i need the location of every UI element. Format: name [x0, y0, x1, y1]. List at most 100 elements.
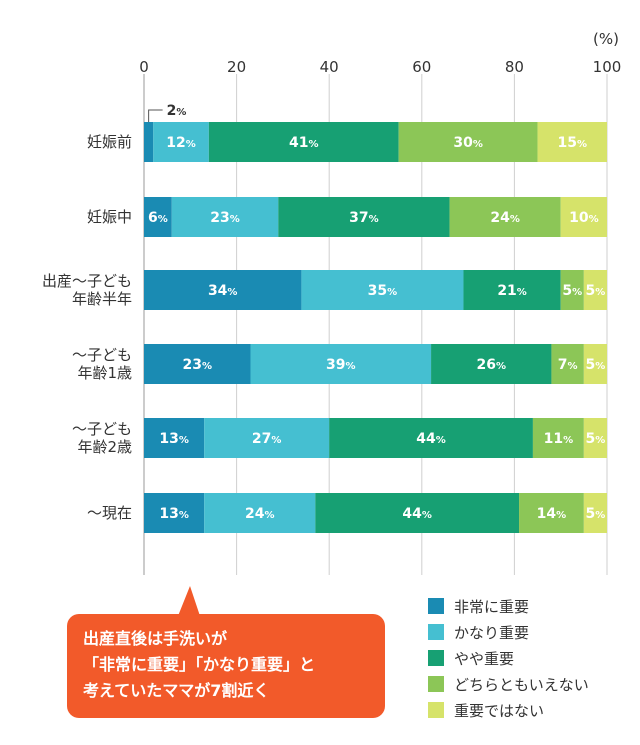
- legend-label: かなり重要: [454, 623, 530, 642]
- data-label: 5%: [586, 506, 606, 522]
- legend-item: どちらともいえない: [428, 671, 589, 697]
- callout-line-3: 考えていたママが7割近く: [83, 681, 270, 700]
- bar-segment: [519, 493, 584, 533]
- legend-item: やや重要: [428, 645, 589, 671]
- x-tick-labels: 0 20 40 60 80 100: [139, 58, 621, 76]
- data-label: 14%: [537, 506, 567, 522]
- data-label: 15%: [558, 135, 588, 151]
- category-label: 妊娠前: [87, 133, 132, 151]
- category-label: 妊娠中: [87, 208, 132, 226]
- bar-segment: [144, 344, 251, 384]
- unit-label: (%): [593, 30, 619, 48]
- bar-segment: [560, 197, 607, 237]
- data-label: 24%: [490, 210, 520, 226]
- bar-segment: [144, 270, 302, 310]
- data-label: 23%: [182, 357, 212, 373]
- legend-swatch: [428, 702, 444, 718]
- bar-segment: [204, 493, 316, 533]
- legend-swatch: [428, 624, 444, 640]
- callout-line-1: 出産直後は手洗いが: [83, 629, 228, 648]
- bar-segment: [144, 197, 172, 237]
- category-label: 年齢1歳: [77, 364, 132, 382]
- bar-segment: [532, 418, 584, 458]
- data-label: 39%: [326, 357, 356, 373]
- legend-item: 非常に重要: [428, 593, 589, 619]
- legend: 非常に重要かなり重要やや重要どちらともいえない 重要ではない: [428, 593, 589, 723]
- bar-segment: [537, 122, 607, 162]
- data-label: 30%: [453, 135, 483, 151]
- legend-label: 重要ではない: [454, 701, 545, 720]
- bar-segment: [278, 197, 450, 237]
- bar-segment: [583, 418, 607, 458]
- data-label: 13%: [159, 506, 189, 522]
- data-label: 26%: [476, 357, 506, 373]
- data-label: 5%: [562, 283, 582, 299]
- x-tick-label: 60: [412, 58, 431, 76]
- legend-swatch: [428, 676, 444, 692]
- bar-segment: [463, 270, 561, 310]
- data-label: 5%: [586, 357, 606, 373]
- category-label: ～子ども: [72, 420, 132, 438]
- bar-segment: [398, 122, 538, 162]
- bar-segment: [171, 197, 279, 237]
- data-label: 44%: [416, 431, 446, 447]
- bar-segment: [301, 270, 464, 310]
- data-label: 2%: [167, 103, 187, 119]
- data-label: 27%: [252, 431, 282, 447]
- bar-segment: [583, 344, 607, 384]
- legend-item: 重要ではない: [428, 697, 589, 723]
- bar-segment: [144, 122, 154, 162]
- callout-line-2: 「非常に重要」「かなり重要」と: [83, 655, 316, 674]
- x-tick-label: 20: [227, 58, 246, 76]
- bar-segment: [560, 270, 584, 310]
- category-label: ～子ども: [72, 346, 132, 364]
- data-label: 21%: [497, 283, 527, 299]
- bar-segment: [153, 122, 209, 162]
- data-label: 35%: [368, 283, 398, 299]
- data-label: 6%: [148, 210, 168, 226]
- bar-segment: [250, 344, 432, 384]
- legend-label: 非常に重要: [454, 597, 530, 616]
- x-tick-label: 80: [505, 58, 524, 76]
- data-label: 24%: [245, 506, 275, 522]
- category-label: ～現在: [87, 504, 132, 522]
- callout-tail: [178, 586, 200, 616]
- x-tick-label: 40: [320, 58, 339, 76]
- category-label: 年齢半年: [72, 290, 132, 308]
- callout-box: 出産直後は手洗いが 「非常に重要」「かなり重要」と 考えていたママが7割近く: [67, 614, 385, 718]
- bars: 2%12% 41% 30% 15%6% 23% 37% 24% 10%34% 35% 21% 5% 5…: [144, 103, 607, 533]
- data-label: 37%: [349, 210, 379, 226]
- legend-item: かなり重要: [428, 619, 589, 645]
- leader-line: [148, 109, 163, 122]
- bar-segment: [329, 418, 533, 458]
- data-label: 44%: [402, 506, 432, 522]
- bar-segment: [204, 418, 330, 458]
- data-label: 5%: [586, 431, 606, 447]
- data-label: 12%: [166, 135, 196, 151]
- category-label: 出産～子ども: [42, 272, 132, 290]
- data-label: 34%: [208, 283, 238, 299]
- x-tick-label: 100: [593, 58, 622, 76]
- bar-segment: [144, 418, 205, 458]
- bar-segment: [315, 493, 520, 533]
- data-label: 23%: [210, 210, 240, 226]
- bar-segment: [208, 122, 399, 162]
- legend-swatch: [428, 598, 444, 614]
- data-label: 41%: [289, 135, 319, 151]
- category-label: 年齢2歳: [77, 438, 132, 456]
- x-tick-label: 0: [139, 58, 149, 76]
- legend-label: やや重要: [454, 649, 515, 668]
- bar-segment: [583, 270, 607, 310]
- legend-label: どちらともいえない: [454, 675, 589, 694]
- legend-swatch: [428, 650, 444, 666]
- bar-segment: [431, 344, 552, 384]
- bar-segment: [144, 493, 205, 533]
- data-label: 13%: [159, 431, 189, 447]
- data-label: 5%: [586, 283, 606, 299]
- data-label: 7%: [558, 357, 578, 373]
- data-label: 11%: [544, 431, 574, 447]
- bar-segment: [449, 197, 561, 237]
- bar-segment: [551, 344, 584, 384]
